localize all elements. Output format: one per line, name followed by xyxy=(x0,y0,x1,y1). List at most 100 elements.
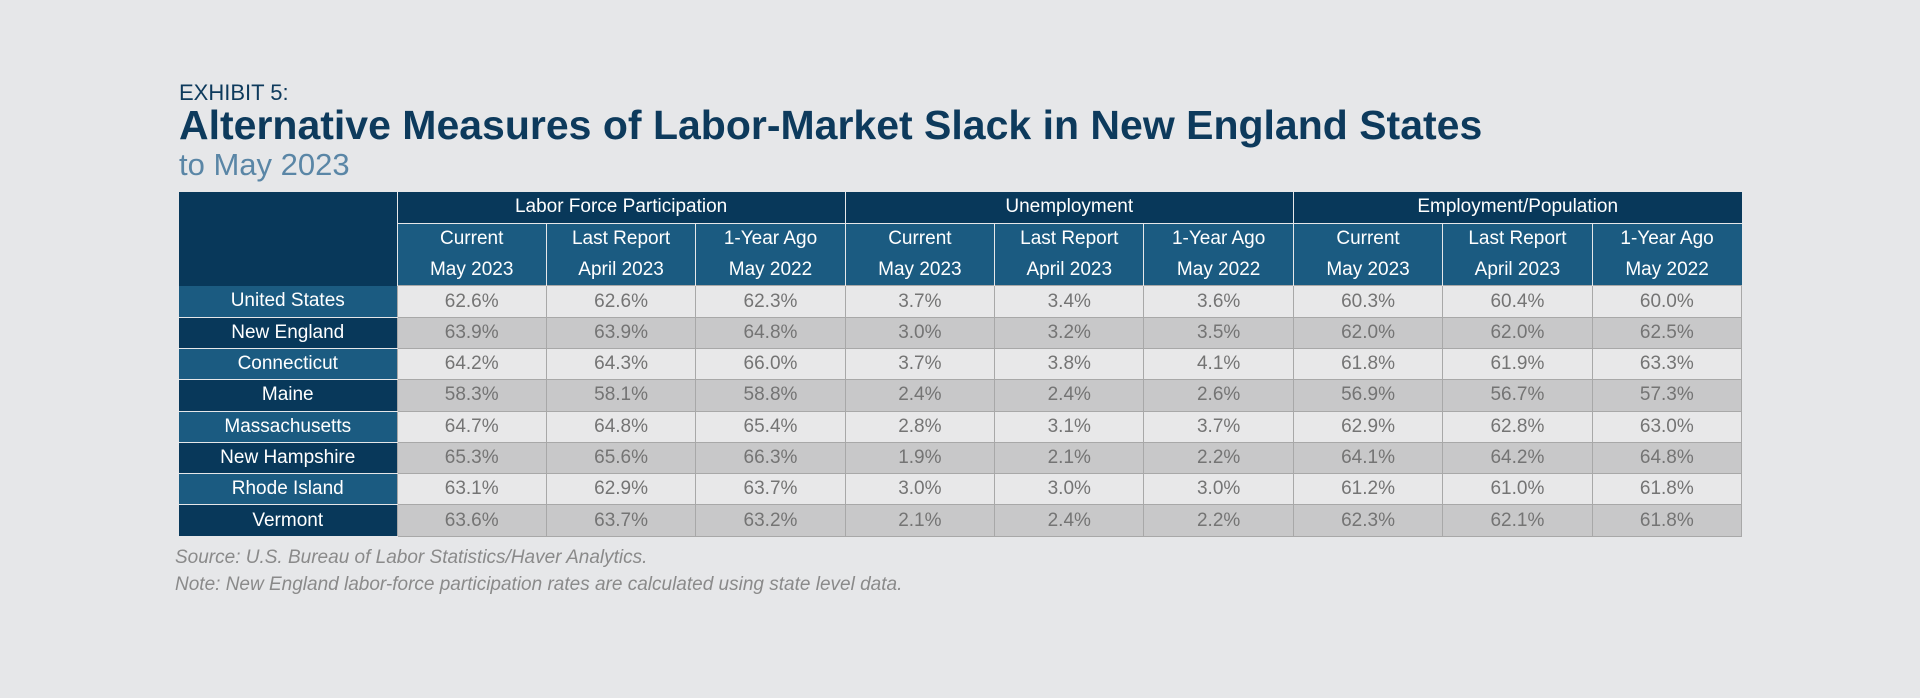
row-label: Maine xyxy=(179,379,397,412)
table-cell: 62.3% xyxy=(1292,504,1444,537)
subheader-last-report: Last Report xyxy=(1442,222,1593,255)
table-cell: 56.7% xyxy=(1442,379,1593,412)
table-cell: 62.9% xyxy=(1292,410,1444,443)
subheader-date: May 2023 xyxy=(844,254,995,286)
table-row: Maine 58.3% 58.1% 58.8% 2.4% 2.4% 2.6% 56.9% 56.… xyxy=(179,379,1743,412)
table-cell: 61.9% xyxy=(1442,347,1593,381)
row-label: Rhode Island xyxy=(179,473,397,506)
table-cell: 3.0% xyxy=(844,316,996,349)
table-cell: 61.8% xyxy=(1292,347,1444,381)
table-cell: 2.4% xyxy=(994,379,1145,412)
table-cell: 3.0% xyxy=(844,473,996,506)
table-body: United States 62.6% 62.6% 62.3% 3.7% 3.4% 3.6%… xyxy=(179,285,1743,537)
subheader-current: Current xyxy=(396,222,547,255)
table-cell: 2.6% xyxy=(1143,379,1294,412)
table-cell: 64.2% xyxy=(1442,441,1593,475)
table-cell: 63.2% xyxy=(695,504,846,537)
subheader-year-ago: 1-Year Ago xyxy=(1591,222,1742,255)
chart-title: Alternative Measures of Labor-Market Sla… xyxy=(179,102,1483,148)
table-cell: 3.5% xyxy=(1143,316,1294,349)
footnote: Note: New England labor-force participat… xyxy=(175,574,903,595)
table-cell: 64.8% xyxy=(545,410,697,443)
table-cell: 63.9% xyxy=(396,316,547,349)
subheader-current: Current xyxy=(1292,222,1443,255)
row-label: New Hampshire xyxy=(179,442,397,475)
table-cell: 65.3% xyxy=(396,441,547,475)
table-cell: 57.3% xyxy=(1591,379,1743,412)
table-cell: 62.0% xyxy=(1442,316,1593,349)
row-label: Massachusetts xyxy=(179,411,397,443)
table-cell: 63.3% xyxy=(1591,347,1743,381)
group-header-unemployment: Unemployment xyxy=(844,192,1294,224)
row-label: United States xyxy=(179,285,397,318)
table-cell: 64.7% xyxy=(396,410,547,443)
table-cell: 61.8% xyxy=(1591,504,1743,537)
table-cell: 60.3% xyxy=(1292,285,1444,318)
subheader-year-ago: 1-Year Ago xyxy=(695,222,846,255)
subheader-year-ago: 1-Year Ago xyxy=(1143,222,1294,255)
table-cell: 1.9% xyxy=(844,441,996,475)
table-row: New Hampshire 65.3% 65.6% 66.3% 1.9% 2.1% 2.2%… xyxy=(179,441,1743,475)
table-row: Rhode Island 63.1% 62.9% 63.7% 3.0% 3.0% 3.0% 6… xyxy=(179,473,1743,506)
table-cell: 58.8% xyxy=(695,379,846,412)
table-cell: 3.8% xyxy=(994,347,1145,381)
table-cell: 61.0% xyxy=(1442,473,1593,506)
table-header: Labor Force Participation Unemployment E… xyxy=(179,192,1742,286)
table-cell: 62.3% xyxy=(695,285,846,318)
table-cell: 3.4% xyxy=(994,285,1145,318)
table-cell: 2.4% xyxy=(844,379,996,412)
source-note: Source: U.S. Bureau of Labor Statistics/… xyxy=(175,547,648,568)
table-cell: 62.6% xyxy=(545,285,697,318)
table-cell: 61.8% xyxy=(1591,473,1743,506)
table-cell: 60.0% xyxy=(1591,285,1743,318)
subheader-date: May 2022 xyxy=(1143,254,1294,286)
table-cell: 62.5% xyxy=(1591,316,1743,349)
table-cell: 62.0% xyxy=(1292,316,1444,349)
table-cell: 64.1% xyxy=(1292,441,1444,475)
subheader-row-1: Current Last Report 1-Year Ago Current L… xyxy=(179,222,1742,255)
table-cell: 64.8% xyxy=(1591,441,1743,475)
group-header-labor-force-participation: Labor Force Participation xyxy=(396,192,846,224)
table-cell: 58.1% xyxy=(545,379,697,412)
table-cell: 58.3% xyxy=(396,379,547,412)
table-cell: 2.2% xyxy=(1143,504,1294,537)
table-cell: 2.8% xyxy=(844,410,996,443)
table-cell: 63.6% xyxy=(396,504,547,537)
subheader-date: April 2023 xyxy=(1442,254,1593,286)
table-row: United States 62.6% 62.6% 62.3% 3.7% 3.4% 3.6%… xyxy=(179,285,1743,318)
table-cell: 63.9% xyxy=(545,316,697,349)
subheader-date: May 2022 xyxy=(695,254,846,286)
table-row: New England 63.9% 63.9% 64.8% 3.0% 3.2% 3.5% 62… xyxy=(179,316,1743,349)
table-cell: 62.8% xyxy=(1442,410,1593,443)
table-corner xyxy=(179,192,397,286)
table-cell: 61.2% xyxy=(1292,473,1444,506)
table-cell: 2.4% xyxy=(994,504,1145,537)
table-row: Connecticut 64.2% 64.3% 66.0% 3.7% 3.8% 4.1% 61… xyxy=(179,347,1743,381)
subheader-date: April 2023 xyxy=(545,254,696,286)
table-cell: 2.2% xyxy=(1143,441,1294,475)
table-cell: 2.1% xyxy=(844,504,996,537)
table-cell: 63.7% xyxy=(545,504,697,537)
row-label: Vermont xyxy=(179,504,397,537)
table-cell: 3.7% xyxy=(844,347,996,381)
table-cell: 63.7% xyxy=(695,473,846,506)
group-header-row: Labor Force Participation Unemployment E… xyxy=(179,192,1742,286)
row-label: New England xyxy=(179,317,397,349)
table-cell: 62.6% xyxy=(396,285,547,318)
subheader-date: May 2023 xyxy=(396,254,547,286)
table-cell: 4.1% xyxy=(1143,347,1294,381)
group-header-employment-population: Employment/Population xyxy=(1292,192,1742,224)
table-cell: 65.6% xyxy=(545,441,697,475)
table-cell: 3.0% xyxy=(1143,473,1294,506)
table-cell: 3.1% xyxy=(994,410,1145,443)
table-cell: 3.6% xyxy=(1143,285,1294,318)
subheader-date: May 2023 xyxy=(1292,254,1443,286)
table-cell: 66.0% xyxy=(695,347,846,381)
chart-subtitle: to May 2023 xyxy=(179,147,350,182)
table-cell: 64.2% xyxy=(396,347,547,381)
table-cell: 3.7% xyxy=(844,285,996,318)
table-cell: 3.7% xyxy=(1143,410,1294,443)
table-cell: 2.1% xyxy=(994,441,1145,475)
exhibit-label: EXHIBIT 5: xyxy=(179,80,289,105)
table-cell: 66.3% xyxy=(695,441,846,475)
